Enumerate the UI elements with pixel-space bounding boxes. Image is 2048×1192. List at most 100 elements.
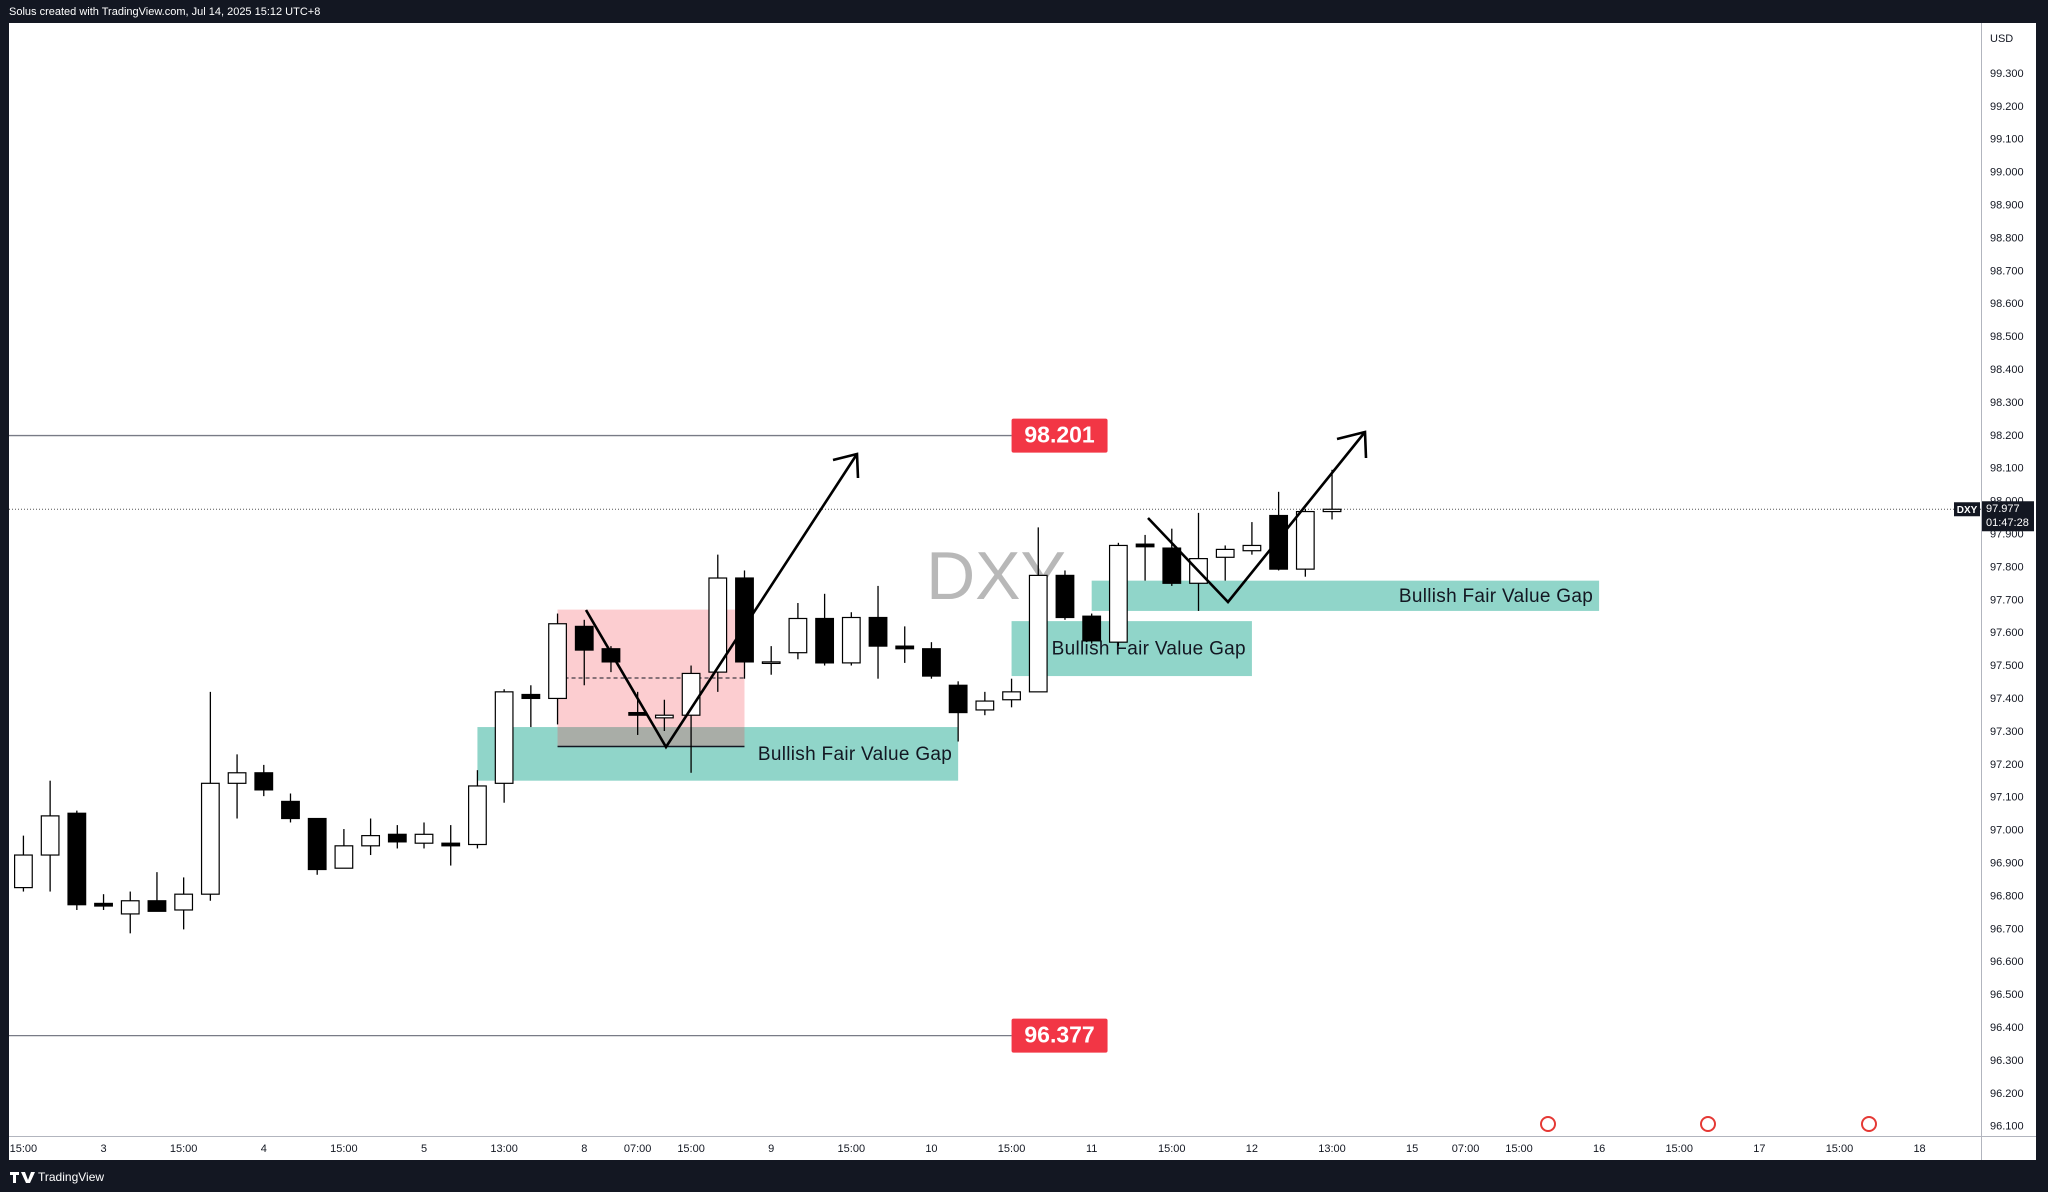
time-axis [9, 1136, 1981, 1160]
y-tick-label: 96.300 [1990, 1055, 2024, 1067]
level-label-box [1011, 418, 1108, 453]
candle-body [1322, 508, 1342, 513]
candle-body [361, 835, 381, 847]
candle-body [441, 842, 461, 847]
x-tick-label: 15 [1406, 1143, 1418, 1155]
candle-body [494, 691, 514, 784]
candle-body [948, 684, 968, 714]
candle-body [815, 617, 835, 664]
x-tick-label: 15:00 [998, 1143, 1026, 1155]
fvg-label: Bullish Fair Value Gap [1052, 639, 1246, 660]
candle-body [548, 623, 567, 700]
candle-body [468, 785, 487, 846]
y-tick-label: 99.300 [1990, 68, 2024, 80]
symbol-tag-box [1954, 502, 1980, 517]
y-tick-label: 96.800 [1990, 890, 2024, 902]
candle-body [227, 772, 247, 784]
candle-body [40, 815, 60, 856]
candle-body [895, 645, 915, 650]
y-tick-label: 97.500 [1990, 660, 2024, 672]
y-tick-label: 98.600 [1990, 298, 2024, 310]
event-icon[interactable] [1540, 1116, 1556, 1132]
x-tick-label: 4 [261, 1143, 267, 1155]
candle-body [1082, 615, 1102, 642]
y-tick-label: 98.400 [1990, 364, 2024, 376]
candle-body [521, 693, 541, 700]
event-icons [1540, 1116, 1877, 1132]
fvg-label: Bullish Fair Value Gap [1399, 586, 1593, 607]
candle-body [574, 625, 594, 651]
candle-body [334, 845, 354, 869]
y-tick-label: 98.300 [1990, 397, 2024, 409]
x-tick-label: 8 [581, 1143, 587, 1155]
x-tick-label: 15:00 [1826, 1143, 1854, 1155]
fvg-zone [1011, 621, 1252, 677]
last-price-label: 97.977 [1986, 503, 2020, 515]
fvg-label: Bullish Fair Value Gap [758, 744, 952, 765]
candle-body [94, 902, 113, 907]
event-icon[interactable] [1861, 1116, 1877, 1132]
y-tick-label: 97.100 [1990, 792, 2024, 804]
drawings-front [584, 430, 1877, 1132]
candle-body [1242, 544, 1262, 552]
x-tick-label: 07:00 [624, 1143, 652, 1155]
x-tick-label: 3 [100, 1143, 106, 1155]
trend-arrow [584, 453, 859, 750]
candle-body [975, 700, 995, 711]
candle-body [1269, 514, 1289, 570]
plot-area [9, 23, 1981, 1136]
level-label-box [1011, 1018, 1108, 1053]
level-label: 98.201 [1024, 422, 1095, 448]
fvg-zone [1091, 580, 1600, 611]
y-tick-label: 97.700 [1990, 594, 2024, 606]
symbol-tag: DXY [1957, 505, 1978, 516]
y-tick-label: 97.900 [1990, 528, 2024, 540]
y-tick-label: 96.700 [1990, 923, 2024, 935]
y-tick-label: 98.900 [1990, 200, 2024, 212]
candle-body [14, 854, 33, 889]
last-price-box [1982, 501, 2034, 532]
x-tick-label: 13:00 [1318, 1143, 1346, 1155]
candle-body [1002, 691, 1021, 701]
level-label: 96.377 [1024, 1022, 1094, 1048]
x-tick-label: 11 [1086, 1143, 1097, 1155]
price-axis [1981, 23, 2036, 1160]
candle-body [414, 833, 434, 844]
y-tick-label: 96.200 [1990, 1088, 2024, 1100]
candle-body [174, 893, 194, 911]
candle-body [1295, 510, 1315, 570]
x-tick-label: 12 [1246, 1143, 1258, 1155]
y-tick-label: 96.100 [1990, 1121, 2024, 1133]
countdown-label: 01:47:28 [1986, 517, 2029, 529]
brand-name: TradingView [38, 1170, 104, 1184]
x-tick-label: 18 [1913, 1143, 1925, 1155]
candle-body [254, 772, 274, 791]
y-tick-label: 98.500 [1990, 331, 2024, 343]
candle-body [1108, 544, 1128, 643]
candle-body [761, 661, 781, 665]
candle-body [841, 616, 861, 664]
x-tick-label: 13:00 [490, 1143, 518, 1155]
y-tick-label: 96.900 [1990, 857, 2024, 869]
arrow-head [1336, 430, 1368, 459]
y-tick-label: 97.300 [1990, 726, 2024, 738]
currency-label: USD [1990, 33, 2013, 45]
x-tick-label: 16 [1593, 1143, 1605, 1155]
x-tick-label: 9 [768, 1143, 774, 1155]
x-tick-label: 15:00 [330, 1143, 358, 1155]
candle-body [654, 714, 674, 719]
axes: 96.100 96.200 96.300 96.400 96.500 96.600 96.7… [10, 68, 2034, 1155]
x-tick-label: 15:00 [10, 1143, 38, 1155]
fvg-zone [477, 727, 959, 781]
header-text: Solus created with TradingView.com, Jul … [9, 6, 320, 18]
candle-body [200, 782, 220, 895]
y-tick-label: 97.800 [1990, 561, 2024, 573]
candle-body [708, 577, 728, 673]
event-icon[interactable] [1700, 1116, 1716, 1132]
x-tick-label: 15:00 [1505, 1143, 1533, 1155]
x-tick-label: 17 [1753, 1143, 1765, 1155]
y-tick-label: 98.800 [1990, 232, 2024, 244]
candle-body [868, 616, 888, 647]
